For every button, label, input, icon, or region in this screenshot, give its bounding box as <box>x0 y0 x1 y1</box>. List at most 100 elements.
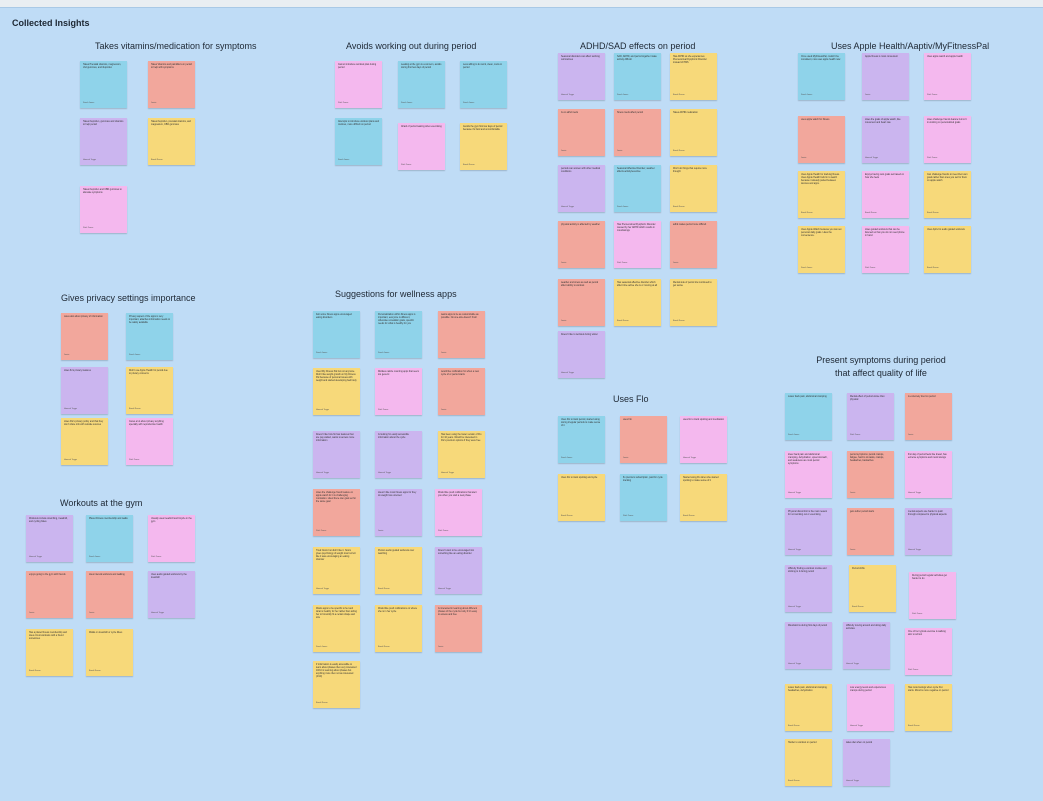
sticky-note-symptoms[interactable]: Has mood swings when cycle first starts.… <box>905 684 952 731</box>
sticky-note-suggestions[interactable]: Would like push notifications on where s… <box>375 605 422 652</box>
sticky-note-suggestions[interactable]: Used My Fitness Pal but not anymore. Did… <box>313 368 360 415</box>
sticky-note-suggestions[interactable]: Tried Noom but didn't like it. Noom give… <box>313 547 360 594</box>
sticky-note-privacy[interactable]: Likes flo's privacy features Hannah Tuggs <box>61 367 108 414</box>
sticky-note-privacy[interactable]: Didn't use Apple Health for period due t… <box>126 367 173 414</box>
sticky-note-suggestions[interactable]: wants apps to be as customizable as poss… <box>438 311 485 358</box>
sticky-note-gym[interactable]: does interval workouts and walking Jamie <box>86 571 133 618</box>
sticky-note-avoids[interactable]: Leaking at the gym is a concern, avoids … <box>398 61 445 108</box>
sticky-note-flo[interactable]: uses flo to track spotting and medicatio… <box>680 416 727 463</box>
sticky-note-suggestions[interactable]: would like notification for when a new c… <box>438 368 485 415</box>
sticky-note-adhd[interactable]: adhd makes period more difficult Jamie <box>670 221 717 268</box>
sticky-note-suggestions[interactable]: Personalization within fitness apps is i… <box>375 311 422 358</box>
sticky-note-adhd[interactable]: Takes ADHD medication Brook Reese <box>670 109 717 156</box>
sticky-note-adhd[interactable]: Stress meds affect period Jamie <box>614 109 661 156</box>
sticky-note-symptoms[interactable]: Period shifts Brook Reese <box>849 565 896 612</box>
sticky-note-suggestions[interactable]: Has been using the lower version of Flo … <box>438 431 485 478</box>
sticky-note-apple[interactable]: Likes guided workouts that can be listen… <box>862 226 909 273</box>
sticky-note-gym[interactable]: Workouts include stretching, treadmill, … <box>26 515 73 562</box>
sticky-note-gym[interactable]: Usually uses treadmill and bicycle in th… <box>148 515 195 562</box>
sticky-note-adhd[interactable]: Doesn't like to workout during winter Han… <box>558 331 605 378</box>
sticky-note-symptoms[interactable]: Lower back pain, abdominal cramping, hea… <box>785 684 832 731</box>
sticky-note-symptoms[interactable]: first day of period feels like dread, ha… <box>905 451 952 498</box>
sticky-note-symptoms[interactable]: Harder to workout on period Brook Reese <box>785 739 832 786</box>
sticky-note-symptoms[interactable]: Low energy levels and experiences cramps… <box>847 684 894 731</box>
sticky-note-adhd[interactable]: Mental side of period low continued to g… <box>670 279 717 326</box>
sticky-note-apple[interactable]: Once used MyFitnessPal, couldn't be cons… <box>798 53 845 100</box>
sticky-note-apple[interactable]: Uses Aptiv for audio guided workouts Broo… <box>924 226 971 273</box>
sticky-note-symptoms[interactable]: During period regular activities get har… <box>909 572 956 619</box>
sticky-note-avoids[interactable]: Attempts to introduce workout plans and … <box>335 118 382 165</box>
sticky-note-vitamins[interactable]: Takes ibuprofen and CBD gummies to allev… <box>80 186 127 233</box>
sticky-note-gym[interactable]: Has a planet fitness membership and does… <box>26 629 73 676</box>
sticky-note-apple[interactable]: Likes challenge friends feature but isn'… <box>924 116 971 163</box>
sticky-note-privacy[interactable]: Cares a lot about privacy anything speci… <box>126 418 173 465</box>
sticky-note-adhd[interactable]: Is on adhd meds Jamie <box>558 109 605 156</box>
sticky-note-suggestions[interactable]: Is looking for easily accessible informa… <box>375 431 422 478</box>
sticky-note-avoids[interactable]: Afraid of period leaking when exercising… <box>398 123 445 170</box>
sticky-note-flo[interactable]: flo premium subscription, paid for cycle… <box>620 474 667 521</box>
sticky-note-gym[interactable]: Uses audio guided workouts by the treadm… <box>148 571 195 618</box>
sticky-note-adhd[interactable]: Has ADHD so she experiences Premenstrual… <box>670 53 717 100</box>
sticky-note-adhd[interactable]: periods can worsen with other medical co… <box>558 165 605 212</box>
sticky-note-symptoms[interactable]: difficulty moving around and doing daily… <box>843 622 890 669</box>
sticky-note-avoids[interactable]: Avoids the gym first few days of period … <box>460 123 507 170</box>
sticky-note-adhd[interactable]: Has seasonal affective disorder which af… <box>614 279 661 326</box>
sticky-note-gym[interactable]: Walks on treadmill or cycle bikes Brook R… <box>86 629 133 676</box>
sticky-note-suggestions[interactable]: Dislikes calorie counting apps that seem… <box>375 368 422 415</box>
sticky-note-symptoms[interactable]: difficulty finding a workout routine and… <box>785 565 832 612</box>
sticky-note-privacy[interactable]: Privacy aspect of the apps is very impor… <box>126 313 173 360</box>
sticky-note-flo[interactable]: uses Flo Jamie <box>620 416 667 463</box>
sticky-note-avoids[interactable]: Cannot introduce workout plan during per… <box>335 61 382 108</box>
whiteboard-canvas[interactable]: Collected Insights Takes vitamins/medica… <box>0 7 1043 801</box>
sticky-note-suggestions[interactable]: Would like push notifications that alert… <box>435 489 482 536</box>
sticky-note-symptoms[interactable]: Moodstorms during first days of period Ha… <box>785 622 832 669</box>
sticky-note-suggestions[interactable]: If information is easily accessible to l… <box>313 661 360 708</box>
sticky-note-vitamins[interactable]: Takes Prenatal vitamins, magnesium, cbd … <box>80 61 127 108</box>
sticky-note-flo[interactable]: Uses Flo to track spotting and cycle Broo… <box>558 474 605 521</box>
sticky-note-apple[interactable]: uses apple watch for fitness Jamie <box>798 116 845 163</box>
sticky-note-suggestions[interactable]: doesn't like most fitness apps for they … <box>375 489 422 536</box>
sticky-note-symptoms[interactable]: is extremely tired on period Jamie <box>905 393 952 440</box>
sticky-note-adhd[interactable]: Has Premenstrual Dysphoric Disorder caus… <box>614 221 661 268</box>
sticky-note-adhd[interactable]: Seasonal Affective Disorder; weather aff… <box>614 165 661 212</box>
sticky-note-flo[interactable]: Uses Flo to track period, started using … <box>558 416 605 463</box>
sticky-note-adhd[interactable]: SAD, ADHD, and period together make acti… <box>614 53 661 100</box>
sticky-note-apple[interactable]: Uses apple watch and apple health Ruth To… <box>924 53 971 100</box>
sticky-note-apple[interactable]: Uses Apple Watch because you can set per… <box>798 226 845 273</box>
sticky-note-apple[interactable]: Can challenge friends to meet their own … <box>924 171 971 218</box>
sticky-note-apple[interactable]: Enjoys having own goals set based on how… <box>862 171 909 218</box>
sticky-note-avoids[interactable]: Less willing to do work, clean, cook on … <box>460 61 507 108</box>
sticky-note-adhd[interactable]: Seasonal disorders can affect working ou… <box>558 53 605 100</box>
sticky-note-symptoms[interactable]: takes diet when on period Hannah Tuggs <box>843 739 890 786</box>
sticky-note-author: Jamie <box>908 433 914 436</box>
sticky-note-symptoms[interactable]: gets tether period starts Jamie <box>847 508 894 555</box>
sticky-note-adhd[interactable]: weather and stress as well as period aff… <box>558 279 605 326</box>
sticky-note-suggestions[interactable]: Prefers audio guided workouts over watch… <box>375 547 422 594</box>
sticky-note-symptoms[interactable]: Physical discomfort is the main reason f… <box>785 508 832 555</box>
sticky-note-adhd[interactable]: Won't do things that require more though… <box>670 165 717 212</box>
sticky-note-suggestions[interactable]: Wants apps to be specific to her and wha… <box>313 605 360 652</box>
sticky-note-apple[interactable]: Apple fitness is most convenient Jamie <box>862 53 909 100</box>
sticky-note-vitamins[interactable]: Takes ibuprofen, gummies and vitamins to… <box>80 118 127 165</box>
sticky-note-symptoms[interactable]: Mental effect of period worse than physi… <box>847 393 894 440</box>
sticky-note-apple[interactable]: Likes the goals of apple watch, like mov… <box>862 116 909 163</box>
sticky-note-symptoms[interactable]: lower back pain and abdominal cramping, … <box>785 451 832 498</box>
sticky-note-suggestions[interactable]: Is interested in learning about differen… <box>435 605 482 652</box>
sticky-note-gym[interactable]: enjoys going to the gym with friends Jami… <box>26 571 73 618</box>
sticky-note-vitamins[interactable]: Takes ibuprofen, prenatal vitamins, and … <box>148 118 195 165</box>
sticky-note-suggestions[interactable]: Felt some fitness apps encouraged eating… <box>313 311 360 358</box>
sticky-note-suggestions[interactable]: Doesn't like how flo has features that a… <box>313 431 360 478</box>
sticky-note-privacy[interactable]: cares alot about privacy of information J… <box>61 313 108 360</box>
sticky-note-vitamins[interactable]: Takes Vitamins and painkillers on period… <box>148 61 195 108</box>
sticky-note-symptoms[interactable]: mental aspects are harder to push throug… <box>905 508 952 555</box>
sticky-note-privacy[interactable]: Likes Flo's privacy policy and that they… <box>61 418 108 465</box>
sticky-note-flo[interactable]: Started using Flo when she started spott… <box>680 474 727 521</box>
sticky-note-symptoms[interactable]: One of her typical exercise is walking s… <box>905 628 952 675</box>
sticky-note-gym[interactable]: Planet Fitness membership and walks Sarah… <box>86 515 133 562</box>
sticky-note-symptoms[interactable]: Lower back pain, abdominal cramping Sarah… <box>785 393 832 440</box>
sticky-note-apple[interactable]: Uses Apple Health for tracking fitness. … <box>798 171 845 218</box>
sticky-note-symptoms[interactable]: period symptoms: period cramps, fatigue,… <box>847 451 894 498</box>
sticky-note-adhd[interactable]: physical activity is affected by weather… <box>558 221 605 268</box>
sticky-note-suggestions[interactable]: Likes the challenge friend feature on ap… <box>313 489 360 536</box>
sticky-note-suggestions[interactable]: Doesn't want to be encouraged into somet… <box>435 547 482 594</box>
